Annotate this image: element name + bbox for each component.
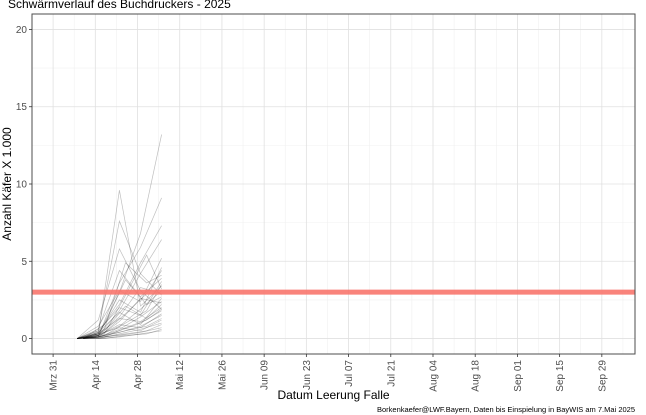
series-line-3 [77, 219, 162, 339]
x-tick-label: Sep 29 [597, 360, 608, 392]
series-line-17 [77, 301, 162, 339]
series-line-22 [77, 322, 162, 339]
x-axis-title: Datum Leerung Falle [277, 388, 389, 402]
x-tick-label: Mrz 31 [49, 360, 60, 391]
series-line-18 [77, 313, 162, 339]
series-line-21 [77, 315, 162, 339]
x-tick-label: Jun 23 [302, 360, 313, 390]
series-line-19 [77, 310, 162, 339]
x-tick-label: Mai 12 [175, 360, 186, 390]
x-tick-label: Aug 18 [471, 360, 482, 392]
x-tick-label: Jul 07 [344, 360, 355, 387]
series-line-31 [83, 308, 162, 339]
series-layer [76, 134, 162, 339]
y-tick-label: 5 [21, 257, 27, 268]
x-tick-label: Jun 09 [260, 360, 271, 390]
series-line-34 [83, 328, 162, 339]
series-line-20 [77, 319, 162, 339]
series-line-13 [77, 298, 162, 339]
series-line-23 [77, 327, 162, 339]
series-line-33 [83, 324, 162, 339]
x-tick-label: Aug 04 [428, 360, 439, 392]
y-tick-label: 0 [21, 334, 27, 345]
y-axis-title: Anzahl Käfer X 1.000 [0, 127, 14, 241]
x-tick-label: Apr 28 [133, 360, 144, 390]
y-tick-label: 10 [16, 180, 28, 191]
grid-major [32, 14, 635, 354]
x-tick-label: Sep 15 [555, 360, 566, 392]
series-line-8 [77, 239, 162, 339]
series-line-1 [77, 190, 162, 339]
series-line-24 [77, 330, 162, 339]
series-line-27 [83, 279, 162, 339]
series-line-16 [77, 307, 162, 339]
x-tick-label: Apr 14 [91, 360, 102, 390]
x-tick-label: Mai 26 [217, 360, 228, 390]
x-tick-label: Sep 01 [513, 360, 524, 392]
series-line-11 [77, 287, 162, 339]
chart-title: Schwärmverlauf des Buchdruckers - 2025 [8, 0, 231, 11]
series-line-4 [76, 247, 162, 339]
series-line-30 [83, 304, 162, 339]
x-axis: Mrz 31 Apr 14 Apr 28 Mai 12 Mai 26 Jun 09 Jun … [49, 354, 608, 392]
series-line-28 [83, 270, 162, 339]
x-tick-label: Jul 21 [386, 360, 397, 387]
series-line-6 [77, 197, 162, 339]
y-axis: 0 5 10 15 20 [16, 25, 32, 345]
y-tick-label: 20 [16, 25, 28, 36]
series-line-10 [77, 267, 162, 339]
series-line-5 [77, 225, 162, 339]
chart-caption: Borkenkaefer@LWF.Bayern, Daten bis Einsp… [377, 405, 635, 414]
series-line-14 [77, 298, 162, 339]
series-line-32 [83, 318, 162, 339]
y-tick-label: 15 [16, 102, 28, 113]
series-line-25 [83, 262, 162, 339]
series-line-12 [77, 281, 162, 339]
series-line-29 [83, 284, 162, 339]
series-line-26 [83, 254, 162, 339]
series-line-15 [77, 290, 162, 339]
